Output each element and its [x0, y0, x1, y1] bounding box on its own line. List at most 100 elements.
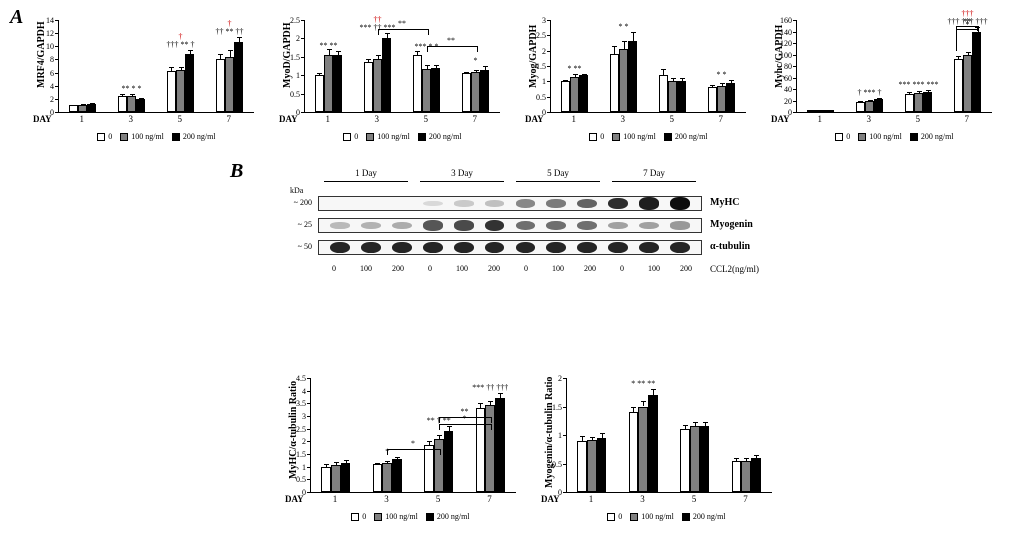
bar: [587, 440, 597, 492]
band: [423, 242, 443, 254]
mw-label: ~ 50: [272, 242, 312, 251]
bar: [717, 86, 726, 112]
xtick: 3: [375, 114, 380, 124]
legend-label: 100 ng/ml: [377, 132, 410, 141]
lane-label: 0: [510, 264, 542, 273]
chart-MRF4: 02468101214MRF4/GAPDH1** * *3††† ** ††5†…: [28, 12, 258, 130]
bar: [708, 87, 717, 112]
ylabel: Myogenin/α-tubulin Ratio: [544, 376, 555, 487]
xtick: 7: [743, 494, 748, 504]
bar: [577, 441, 587, 492]
bar: [373, 59, 382, 112]
x-axis-label: DAY: [285, 494, 304, 504]
band: [639, 197, 659, 209]
band: [485, 200, 505, 207]
band: [361, 242, 381, 254]
band: [361, 222, 381, 229]
legend: 0100 ng/ml200 ng/ml: [97, 132, 215, 141]
bar: [914, 93, 923, 112]
band: [639, 242, 659, 254]
xtick: 1: [818, 114, 823, 124]
blot-row-label: α-tubulin: [710, 241, 750, 252]
bar: [382, 463, 392, 492]
lane-label: 200: [574, 264, 606, 273]
xtick: 5: [916, 114, 921, 124]
bar: [561, 81, 570, 112]
bar: [923, 92, 932, 112]
bar: [341, 463, 351, 492]
xtick: 3: [384, 494, 389, 504]
bar: [331, 465, 341, 492]
xtick: 1: [80, 114, 85, 124]
blot-day-label: 7 Day: [606, 168, 702, 178]
xtick: 3: [640, 494, 645, 504]
bar: [690, 426, 700, 492]
lane-label: 200: [478, 264, 510, 273]
ylabel: MyHC/α-tubulin Ratio: [288, 381, 299, 479]
legend: 0100 ng/ml200 ng/ml: [343, 132, 461, 141]
blot-day-label: 1 Day: [318, 168, 414, 178]
lane-label: 100: [542, 264, 574, 273]
bar: [579, 75, 588, 112]
bar: [865, 101, 874, 112]
chart-MyHC_tub: 00.511.522.533.544.5MyHC/α-tubulin Ratio…: [280, 370, 520, 510]
legend-label: 200 ng/ml: [675, 132, 708, 141]
mw-label: ~ 200: [272, 198, 312, 207]
bar: [216, 59, 225, 112]
legend-label: 0: [618, 512, 622, 521]
x-axis-label: DAY: [771, 114, 790, 124]
xtick: 7: [473, 114, 478, 124]
band: [392, 201, 412, 206]
lane-label: 0: [414, 264, 446, 273]
band: [361, 201, 381, 206]
x-axis-label: DAY: [33, 114, 52, 124]
xtick: 5: [436, 494, 441, 504]
bar: [392, 459, 402, 492]
bar: [225, 57, 234, 112]
legend-label: 200 ng/ml: [693, 512, 726, 521]
legend: 0 100 ng/ml 200 ng/ml: [589, 132, 707, 141]
band: [639, 222, 659, 230]
xtick: 3: [129, 114, 134, 124]
xtick: 5: [670, 114, 675, 124]
bar: [905, 94, 914, 112]
bar: [495, 398, 505, 492]
blot-row-MyHC: [318, 196, 702, 211]
legend-label: 100 ng/ml: [623, 132, 656, 141]
xtick: 1: [333, 494, 338, 504]
bar: [726, 83, 735, 112]
bar: [382, 38, 391, 112]
bar: [856, 102, 865, 112]
bar: [628, 41, 637, 112]
lane-label: 100: [638, 264, 670, 273]
legend: 0100 ng/ml200 ng/ml: [351, 512, 469, 521]
band: [670, 221, 690, 229]
legend-label: 200 ng/ml: [183, 132, 216, 141]
bar: [480, 70, 489, 112]
band: [423, 201, 443, 207]
bar: [732, 461, 742, 492]
band: [392, 222, 412, 229]
bar: [431, 68, 440, 112]
lane-label: 0: [606, 264, 638, 273]
legend-label: 100 ng/ml: [869, 132, 902, 141]
band: [454, 242, 474, 254]
blot-day-label: 5 Day: [510, 168, 606, 178]
bar: [87, 104, 96, 112]
xtick: 7: [227, 114, 232, 124]
band: [330, 242, 350, 254]
xtick: 7: [487, 494, 492, 504]
bar: [680, 429, 690, 492]
bar: [176, 70, 185, 112]
blot-row-label: Myogenin: [710, 219, 753, 230]
bar: [333, 55, 342, 112]
chart-MyoD: 00.511.522.5MyoD/GAPDH** **1*** †† ***††…: [274, 12, 504, 130]
chart-Myogenin_tub: 00.511.52Myogenin/α-tubulin Ratio1* ** *…: [536, 370, 776, 510]
bar: [570, 77, 579, 112]
bar: [610, 54, 619, 112]
bar: [471, 72, 480, 112]
bar: [462, 73, 471, 112]
legend-label: 0: [600, 132, 604, 141]
xtick: 1: [572, 114, 577, 124]
bar: [422, 69, 431, 112]
